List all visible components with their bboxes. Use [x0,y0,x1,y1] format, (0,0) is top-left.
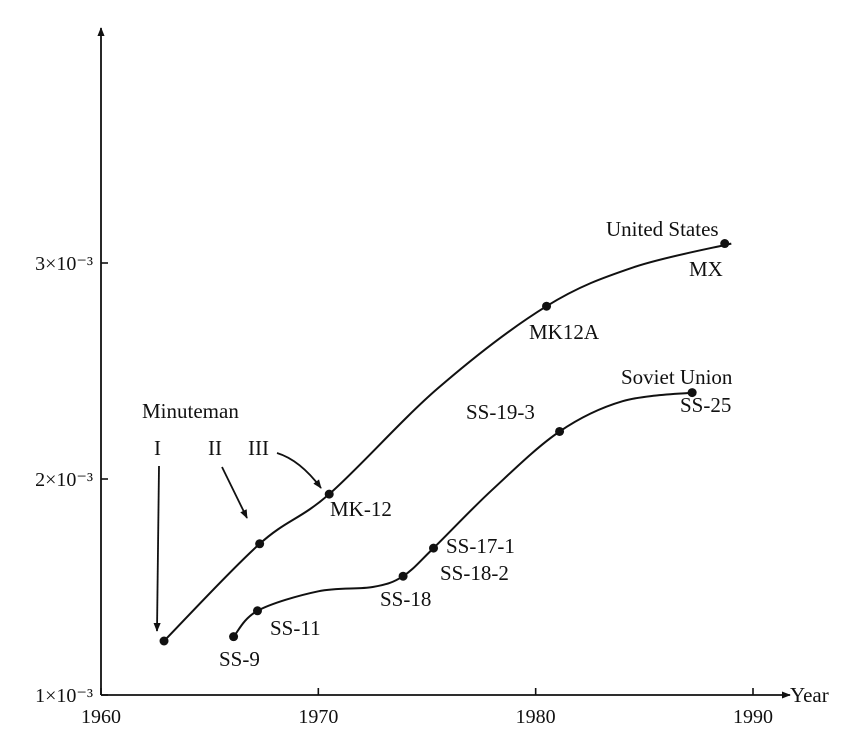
soviet-union-point-5 [687,388,697,398]
soviet-union-point-2 [398,571,408,581]
label-ss-17-1: SS-17-1 [446,534,515,558]
label-ss-18: SS-18 [380,587,431,611]
minuteman-ii-arrow [221,466,248,519]
label-mk12a: MK12A [529,320,600,344]
x-tick-label-1960: 1960 [81,706,121,728]
series-name-soviet-union: Soviet Union [621,365,733,389]
label-ss-11: SS-11 [270,616,321,640]
minuteman-iii-arrow [276,452,322,489]
soviet-union-point-1 [252,606,262,616]
soviet-union-point-0 [229,632,239,642]
united-states-point-4 [720,239,730,249]
annotation-minuteman-ii: II [208,436,222,460]
annotation-minuteman: Minuteman [142,399,239,423]
x-axis-label: Year [790,683,829,707]
label-ss-25: SS-25 [680,393,731,417]
soviet-union-point-4 [555,426,565,436]
label-ss-19-3: SS-19-3 [466,400,535,424]
united-states-point-2 [324,489,334,499]
label-mk-12: MK-12 [330,497,392,521]
y-tick-label-0: 1×10⁻³ [35,685,93,707]
soviet-union-curve [232,391,693,638]
annotation-minuteman-iii: III [248,436,269,460]
minuteman-i-arrow [153,465,161,632]
label-mx: MX [689,257,723,281]
united-states-point-1 [255,539,265,549]
y-tick-group: 1×10⁻³ 2×10⁻³ 3×10⁻³ [35,253,108,707]
label-ss-18-2: SS-18-2 [440,561,509,585]
soviet-union-point-3 [429,543,439,553]
x-tick-label-1970: 1970 [298,706,338,728]
x-tick-group: 1960 1970 1980 1990 [81,688,773,728]
label-ss-9: SS-9 [219,647,260,671]
y-tick-label-2: 3×10⁻³ [35,253,93,275]
x-tick-label-1990: 1990 [733,706,773,728]
united-states-point-3 [542,301,552,311]
united-states-point-0 [159,636,169,646]
soviet-union-points [229,388,697,642]
united-states-points [159,239,730,646]
series-name-united-states: United States [606,217,719,241]
y-tick-label-1: 2×10⁻³ [35,469,93,491]
x-tick-label-1980: 1980 [516,706,556,728]
annotation-minuteman-i: I [154,436,161,460]
